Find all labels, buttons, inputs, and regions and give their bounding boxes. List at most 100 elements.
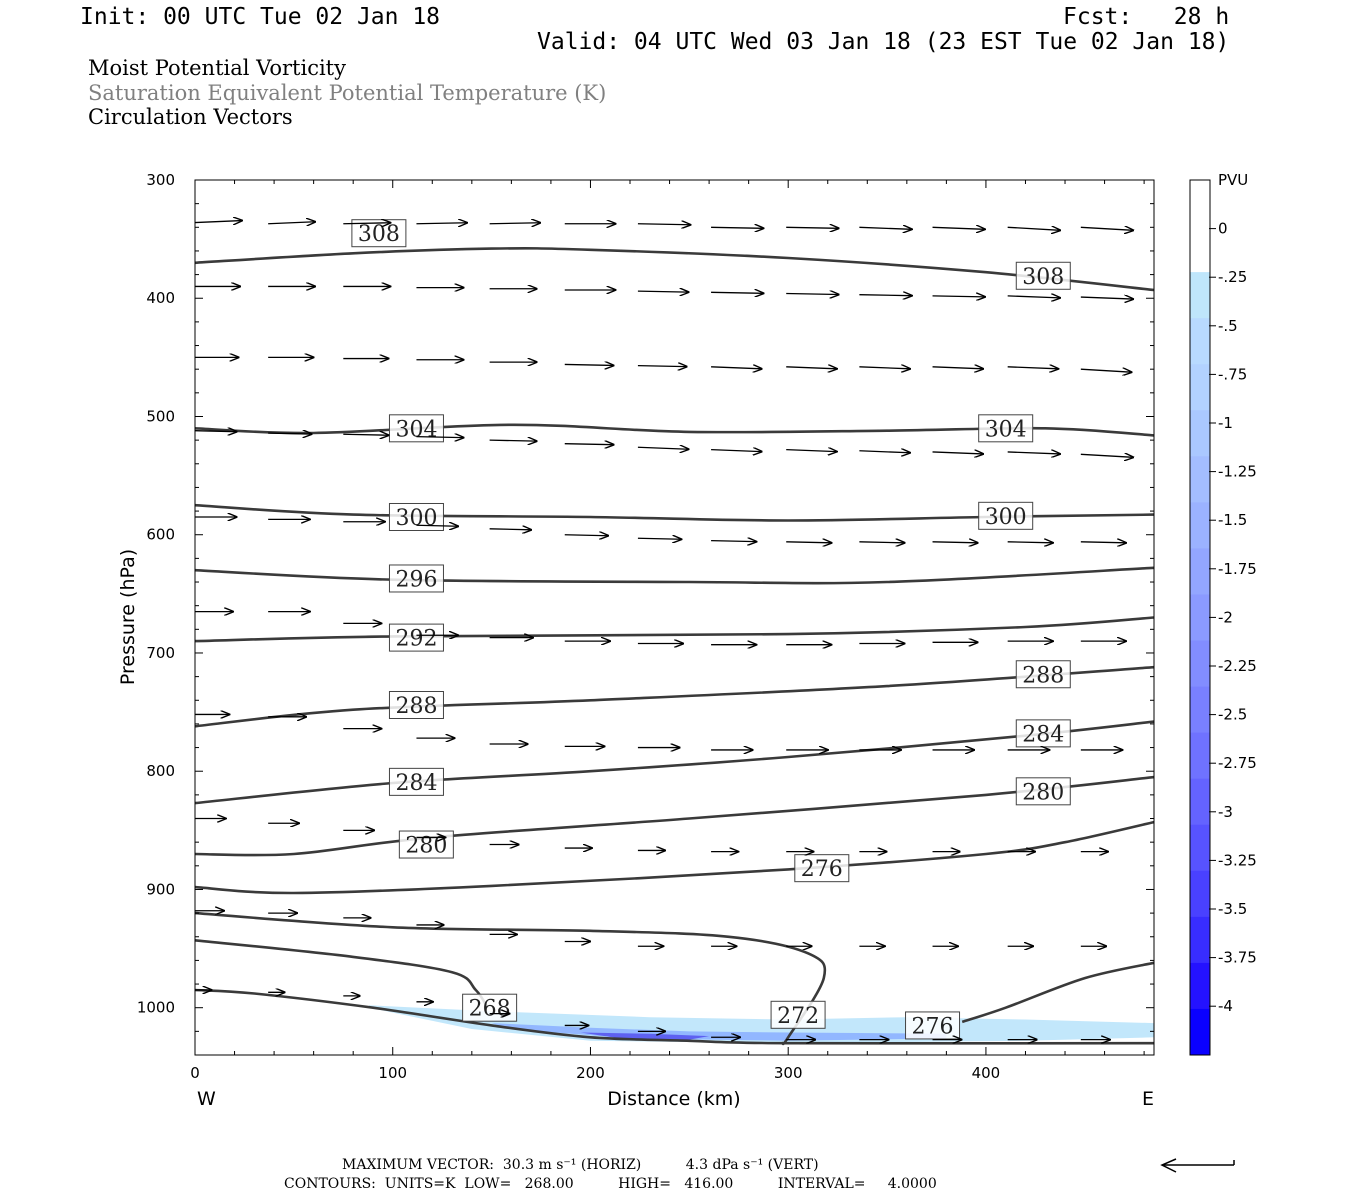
field-title-theta-es: Saturation Equivalent Potential Temperat… — [88, 81, 607, 105]
contour-line-284 — [194, 720, 1155, 805]
circulation-vector — [343, 434, 388, 435]
y-tick-label: 900 — [146, 880, 175, 898]
circulation-vector — [1080, 369, 1132, 372]
circulation-vector — [859, 367, 910, 369]
contour-line — [194, 988, 1155, 1045]
contour-label-box — [1015, 719, 1071, 748]
contour-label: 284 — [1022, 722, 1064, 747]
contour-label-box — [1015, 777, 1071, 806]
contour-label: 292 — [395, 627, 437, 652]
x-axis-title: Distance (km) — [607, 1088, 740, 1110]
circulation-vector — [637, 224, 690, 225]
circulation-vector — [711, 367, 762, 369]
contour-line — [961, 961, 1155, 1024]
contour-label-box — [770, 1000, 826, 1029]
circulation-vector — [932, 296, 985, 297]
colorbar-label: -1.5 — [1218, 511, 1247, 529]
colorbar-swatch — [1190, 778, 1210, 826]
circulation-vector — [489, 223, 541, 224]
contour-label: 308 — [358, 222, 400, 247]
circulation-vector — [637, 291, 689, 292]
contour-label-box — [388, 691, 444, 719]
circulation-vector — [1080, 454, 1133, 457]
colorbar-swatch — [1190, 548, 1210, 595]
colorbar-swatch — [1190, 870, 1210, 918]
vector-layer — [194, 221, 1133, 1040]
contour-label: 304 — [985, 417, 1027, 442]
contour-label-box — [1015, 660, 1071, 689]
circulation-vector — [711, 292, 763, 293]
colorbar-swatch — [1190, 226, 1210, 273]
circulation-vector — [1007, 296, 1060, 298]
contour-label-box — [388, 623, 444, 652]
colorbar-swatch — [1190, 686, 1210, 734]
x-tick-label: 0 — [190, 1064, 200, 1082]
contour-label: 304 — [395, 417, 437, 442]
contour-label: 300 — [985, 505, 1027, 530]
circulation-vector — [194, 431, 237, 432]
colorbar-label: -2.75 — [1218, 754, 1257, 772]
colorbar-swatch — [1190, 824, 1210, 872]
circulation-vector — [416, 223, 467, 224]
max-vector-note: MAXIMUM VECTOR: 30.3 m s⁻¹ (HORIZ) 4.3 d… — [342, 1157, 819, 1173]
colorbar-label: -3 — [1218, 803, 1233, 821]
colorbar-label: -3.25 — [1218, 851, 1257, 869]
y-axis-title: Pressure (hPa) — [117, 549, 139, 685]
colorbar-label: -1.75 — [1218, 560, 1257, 578]
circulation-vector — [859, 451, 910, 453]
y-tick-label: 500 — [146, 407, 175, 425]
colorbar-label: -.25 — [1218, 268, 1247, 286]
contour-line-268 — [194, 939, 489, 1009]
circulation-vector — [489, 529, 532, 530]
field-title-vectors: Circulation Vectors — [88, 105, 293, 129]
circulation-vector — [711, 541, 756, 542]
axis-layer: 300 400 500 600 700 800 900 1000 0 100 200 300 400 — [137, 171, 1154, 1082]
valid-time: Valid: 04 UTC Wed 03 Jan 18 (23 EST Tue … — [537, 29, 1230, 55]
x-tick-label: 100 — [378, 1064, 407, 1082]
x-tick-label: 200 — [576, 1064, 605, 1082]
colorbar-swatch — [1190, 364, 1210, 411]
contour-line-288 — [194, 665, 1155, 728]
y-tick-label: 400 — [146, 289, 175, 307]
circulation-vector — [932, 452, 984, 454]
colorbar: PVU 0 -.25 -.5 -.75 -1 -1.25 -1.5 -1.75 -2 -2.25 -2… — [1189, 171, 1257, 1056]
circulation-vector — [859, 227, 911, 229]
circulation-vector — [1007, 367, 1059, 369]
y-tick-label: 700 — [146, 644, 175, 662]
reference-vector-arrow — [1160, 1158, 1235, 1173]
contour-label: 288 — [395, 694, 437, 719]
contour-label-box — [351, 219, 407, 248]
colorbar-label: -4 — [1218, 997, 1233, 1015]
pv-shade--1p25 — [491, 1023, 947, 1041]
colorbar-label: -2 — [1218, 608, 1233, 626]
colorbar-swatch — [1190, 732, 1210, 780]
circulation-vector — [932, 367, 984, 369]
contour-line-296 — [194, 566, 1155, 585]
contour-info-note: CONTOURS: UNITS=K LOW= 268.00 HIGH= 416.… — [284, 1176, 937, 1192]
contour-label-box — [388, 564, 444, 593]
colorbar-swatch — [1190, 272, 1210, 319]
contour-label-box — [388, 502, 444, 531]
contour-line-280 — [194, 775, 1155, 857]
x-tick-label: 400 — [972, 1064, 1001, 1082]
contour-label: 280 — [1022, 780, 1064, 805]
contour-label: 288 — [1022, 663, 1064, 688]
contour-layer: 308 308 304 304 300 300 296 292 288 288 284 284 280 2… — [194, 219, 1155, 1046]
colorbar-label: -2.5 — [1218, 706, 1247, 724]
contour-label: 308 — [1022, 265, 1064, 290]
circulation-vector — [564, 444, 614, 445]
circulation-vector — [1007, 452, 1060, 454]
x-end-label-east: E — [1142, 1088, 1154, 1110]
x-end-label-west: W — [197, 1088, 216, 1110]
circulation-vector — [416, 437, 463, 438]
contour-label-box — [978, 414, 1034, 443]
y-tick-label: 600 — [146, 526, 175, 544]
circulation-vector — [1080, 542, 1126, 543]
circulation-vector — [489, 440, 537, 441]
contour-label: 268 — [469, 997, 511, 1022]
circulation-vector — [564, 364, 614, 365]
contour-label-box — [388, 767, 444, 796]
colorbar-label: -1.25 — [1218, 463, 1257, 481]
pv-shade--2p75 — [580, 1032, 710, 1040]
